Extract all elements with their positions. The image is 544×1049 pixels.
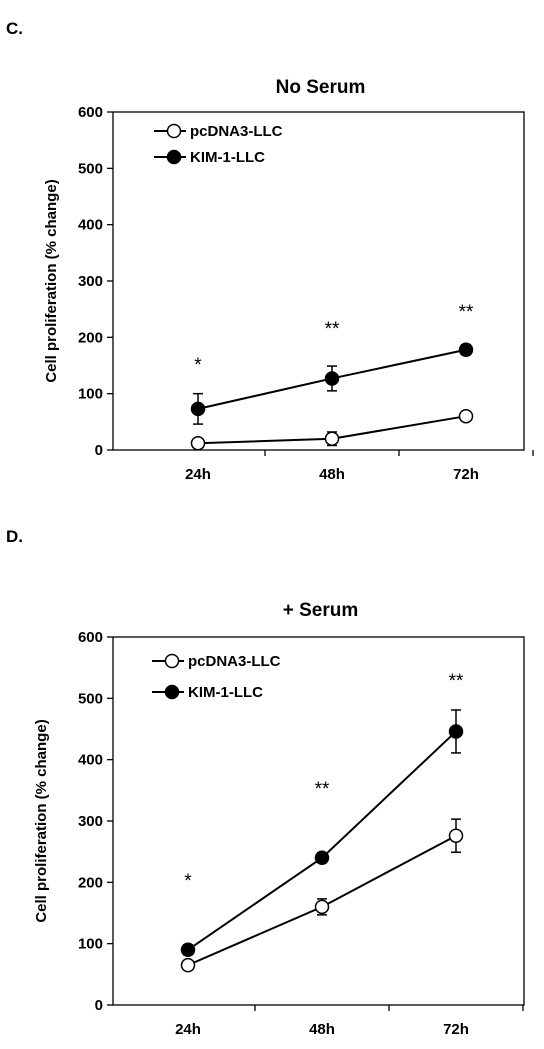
data-point-2 xyxy=(458,342,474,357)
legend-marker xyxy=(164,684,180,700)
legend-marker xyxy=(166,123,182,139)
data-point-2 xyxy=(448,724,464,739)
legend-label: KIM-1-LLC xyxy=(188,684,263,701)
y-tick-label: 200 xyxy=(78,874,103,891)
x-tick-label: 48h xyxy=(319,466,345,483)
panel-d: D. + Serum 0 100 200 300 400 500 600 24h 48h 72h Cel… xyxy=(6,527,525,1038)
y-axis-label: Cell proliferation (% change) xyxy=(33,719,50,922)
chart-title: No Serum xyxy=(276,77,366,98)
data-point-2 xyxy=(314,850,330,866)
legend-marker xyxy=(164,653,180,669)
panel-label: C. xyxy=(6,19,23,38)
y-axis-label: Cell proliferation (% change) xyxy=(43,179,60,382)
chart-title: + Serum xyxy=(283,600,359,621)
y-tick-label: 100 xyxy=(78,386,103,403)
y-tick-label: 200 xyxy=(78,329,103,346)
data-point-1 xyxy=(324,431,340,446)
data-point-1 xyxy=(314,899,330,915)
panel-label: D. xyxy=(6,527,23,546)
y-tick-label: 600 xyxy=(78,629,103,646)
y-tick-label: 500 xyxy=(78,690,103,707)
data-point-1 xyxy=(190,435,206,451)
legend-label: pcDNA3-LLC xyxy=(188,653,281,670)
y-tick-label: 300 xyxy=(78,273,103,290)
x-tick-label: 24h xyxy=(175,1021,201,1038)
data-point-2 xyxy=(190,401,206,417)
x-tick-label: 48h xyxy=(309,1021,335,1038)
significance-marker: ** xyxy=(459,302,474,323)
x-tick-label: 72h xyxy=(443,1021,469,1038)
y-tick-label: 0 xyxy=(95,442,103,459)
series-line-2 xyxy=(187,730,457,951)
significance-marker: ** xyxy=(325,319,340,340)
panel-c: C. No Serum 0 100 200 300 400 500 600 24h 48h 72h Ce… xyxy=(6,19,534,483)
y-tick-label: 0 xyxy=(95,997,103,1014)
y-tick-label: 400 xyxy=(78,217,103,234)
significance-marker: * xyxy=(184,871,192,892)
y-tick-label: 300 xyxy=(78,813,103,830)
y-tick-label: 600 xyxy=(78,104,103,121)
data-point-2 xyxy=(324,371,340,386)
y-tick-label: 100 xyxy=(78,936,103,953)
legend-marker xyxy=(166,149,182,165)
significance-marker: ** xyxy=(315,779,330,800)
y-tick-label: 500 xyxy=(78,160,103,177)
data-point-2 xyxy=(180,942,196,958)
x-tick-label: 24h xyxy=(185,466,211,483)
data-point-1 xyxy=(458,408,474,424)
legend-label: KIM-1-LLC xyxy=(190,149,265,166)
x-tick-label: 72h xyxy=(453,466,479,483)
significance-marker: * xyxy=(194,355,202,376)
data-point-1 xyxy=(180,957,196,973)
legend-label: pcDNA3-LLC xyxy=(190,123,283,140)
y-tick-label: 400 xyxy=(78,752,103,769)
data-point-1 xyxy=(448,828,464,843)
significance-marker: ** xyxy=(449,671,464,692)
